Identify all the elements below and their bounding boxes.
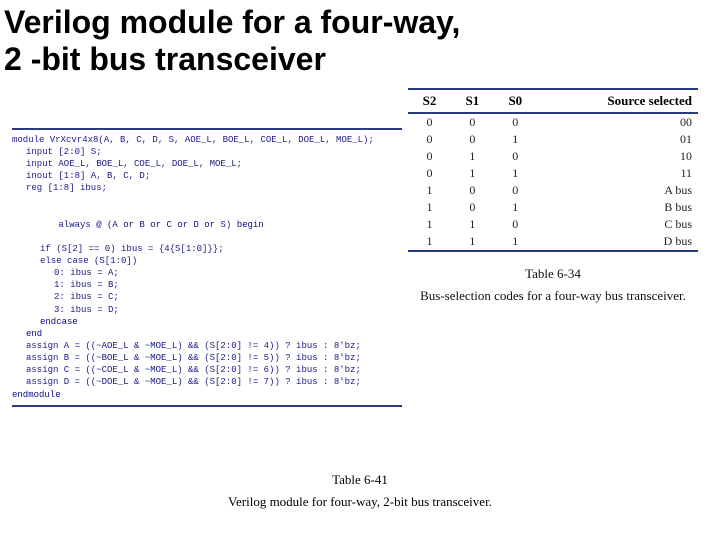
col-s1: S1: [451, 89, 494, 113]
table-row: 0 1 0 10: [408, 148, 698, 165]
col-s2: S2: [408, 89, 451, 113]
code-line: input [2:0] S;: [12, 146, 402, 158]
table-caption-text: Bus-selection codes for a four-way bus t…: [408, 288, 698, 304]
table-row: 0 0 0 00: [408, 113, 698, 131]
content-area: module VrXcvr4x8(A, B, C, D, S, AOE_L, B…: [0, 78, 720, 508]
table-header-row: S2 S1 S0 Source selected: [408, 89, 698, 113]
col-source: Source selected: [537, 89, 698, 113]
slide-title: Verilog module for a four-way, 2 -bit bu…: [0, 0, 720, 78]
table-row: 1 1 1 D bus: [408, 233, 698, 251]
code-line: endcase: [12, 316, 402, 328]
code-line: module VrXcvr4x8(A, B, C, D, S, AOE_L, B…: [12, 134, 402, 146]
code-line: endmodule: [12, 389, 402, 401]
verilog-code-block: module VrXcvr4x8(A, B, C, D, S, AOE_L, B…: [12, 128, 402, 407]
code-line: assign B = ((~BOE_L & ~MOE_L) && (S[2:0]…: [12, 352, 402, 364]
truth-table-panel: S2 S1 S0 Source selected 0 0 0 00 0 0 1: [408, 88, 698, 304]
title-line-1: Verilog module for a four-way,: [4, 4, 460, 40]
code-line: always @ (A or B or C or D or S) begin: [12, 206, 402, 242]
code-line: 3: ibus = D;: [12, 304, 402, 316]
code-line: 2: ibus = C;: [12, 291, 402, 303]
code-line: end: [12, 328, 402, 340]
code-line: 0: ibus = A;: [12, 267, 402, 279]
bottom-caption: Table 6-41 Verilog module for four-way, …: [80, 472, 640, 510]
table-caption-label: Table 6-34: [408, 266, 698, 282]
table-row: 1 1 0 C bus: [408, 216, 698, 233]
code-line: inout [1:8] A, B, C, D;: [12, 170, 402, 182]
code-line: if (S[2] == 0) ibus = {4{S[1:0]}};: [12, 243, 402, 255]
table-row: 0 1 1 11: [408, 165, 698, 182]
table-row: 1 0 1 B bus: [408, 199, 698, 216]
code-line: assign C = ((~COE_L & ~MOE_L) && (S[2:0]…: [12, 364, 402, 376]
table-row: 1 0 0 A bus: [408, 182, 698, 199]
title-line-2: 2 -bit bus transceiver: [4, 41, 326, 77]
code-line: assign A = ((~AOE_L & ~MOE_L) && (S[2:0]…: [12, 340, 402, 352]
code-blank: [12, 194, 402, 206]
col-s0: S0: [494, 89, 537, 113]
bus-selection-table: S2 S1 S0 Source selected 0 0 0 00 0 0 1: [408, 88, 698, 252]
code-line: input AOE_L, BOE_L, COE_L, DOE_L, MOE_L;: [12, 158, 402, 170]
code-line: reg [1:8] ibus;: [12, 182, 402, 194]
code-line: 1: ibus = B;: [12, 279, 402, 291]
bottom-caption-text: Verilog module for four-way, 2-bit bus t…: [80, 494, 640, 510]
code-line: assign D = ((~DOE_L & ~MOE_L) && (S[2:0]…: [12, 376, 402, 388]
code-line: else case (S[1:0]): [12, 255, 402, 267]
bottom-caption-label: Table 6-41: [80, 472, 640, 488]
table-row: 0 0 1 01: [408, 131, 698, 148]
